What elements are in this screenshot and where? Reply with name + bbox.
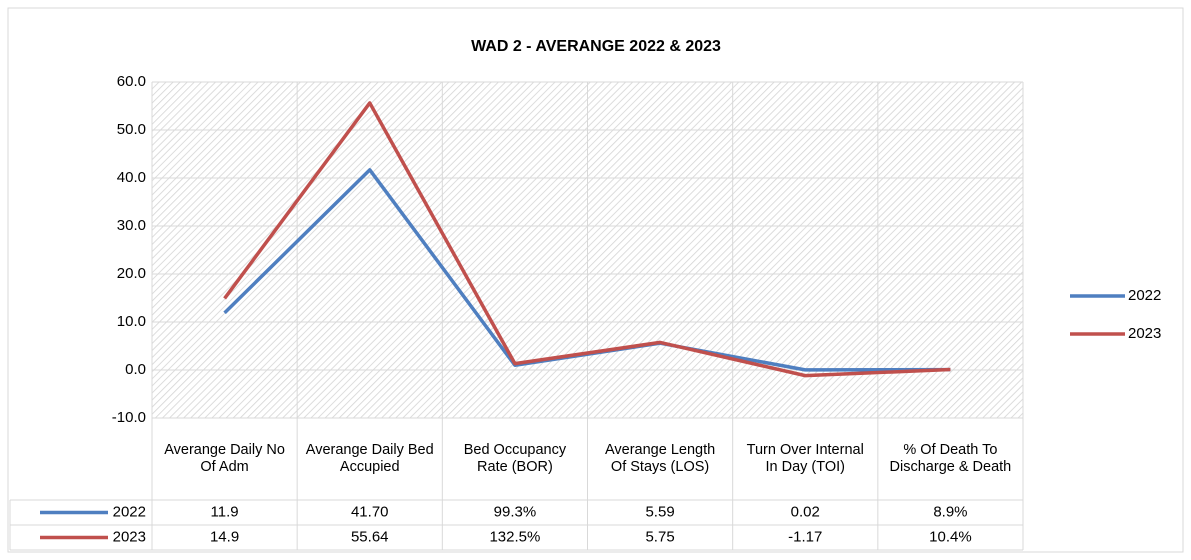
table-value: 41.70 — [351, 503, 389, 520]
table-value: 99.3% — [494, 503, 537, 520]
table-value: 11.9 — [211, 503, 239, 520]
y-tick-label: 60.0 — [117, 73, 146, 90]
table-value: 132.5% — [489, 528, 540, 545]
y-tick-label: 40.0 — [117, 169, 146, 186]
table-series-name: 2023 — [113, 528, 146, 545]
table-value: 14.9 — [210, 528, 239, 545]
category-label: Turn Over Internal In Day (TOI) — [746, 442, 864, 475]
y-tick-label: 10.0 — [117, 313, 146, 330]
table-value: 5.59 — [645, 503, 674, 520]
table-value: 8.9% — [933, 503, 967, 520]
category-label: % Of Death To Discharge & Death — [889, 442, 1012, 475]
y-tick-label: -10.0 — [112, 409, 146, 426]
y-tick-label: 50.0 — [117, 121, 146, 138]
table-value: 0.02 — [791, 503, 820, 520]
y-tick-label: 0.0 — [125, 361, 146, 378]
table-value: 10.4% — [929, 528, 972, 545]
legend-label: 2023 — [1128, 325, 1161, 342]
category-label: Averange Length Of Stays (LOS) — [604, 442, 716, 475]
y-tick-label: 30.0 — [117, 217, 146, 234]
series-line — [223, 101, 951, 378]
table-value: 5.75 — [645, 528, 674, 545]
legend-label: 2022 — [1128, 287, 1161, 304]
category-label: Bed Occupancy Rate (BOR) — [463, 442, 567, 475]
category-label: Averange Daily Bed Accupied — [305, 442, 434, 475]
table-value: 55.64 — [351, 528, 389, 545]
category-label: Averange Daily No Of Adm — [164, 442, 285, 475]
table-value: -1.17 — [788, 528, 822, 545]
chart-title: WAD 2 - AVERANGE 2022 & 2023 — [471, 38, 721, 55]
y-tick-label: 20.0 — [117, 265, 146, 282]
table-series-name: 2022 — [113, 503, 146, 520]
